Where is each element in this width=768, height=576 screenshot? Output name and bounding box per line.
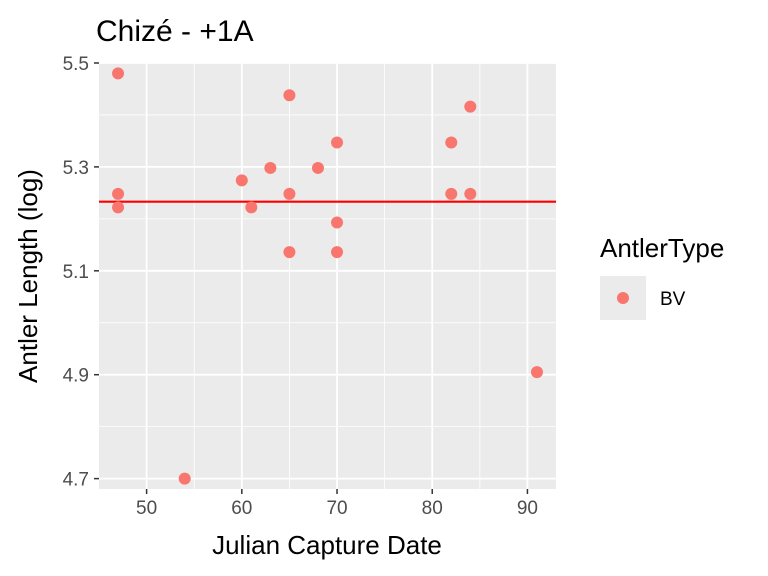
legend-key-bv: [617, 292, 629, 304]
minor-gridlines: [99, 63, 556, 489]
data-point: [235, 174, 248, 187]
y-axis-title: Antler Length (log): [13, 169, 43, 383]
data-point: [245, 201, 258, 214]
data-point: [112, 67, 125, 80]
x-tick-label: 90: [517, 498, 538, 519]
major-gridlines: [99, 62, 556, 489]
data-point: [331, 216, 344, 229]
data-point: [112, 187, 125, 200]
data-point: [464, 100, 477, 113]
data-point: [331, 246, 344, 259]
data-point: [264, 161, 277, 174]
data-point: [530, 366, 543, 379]
data-point: [311, 161, 324, 174]
data-point: [178, 472, 191, 485]
y-tick-label: 4.7: [63, 470, 89, 491]
y-tick-label: 5.5: [63, 54, 89, 75]
data-point: [464, 187, 477, 200]
x-tick-label: 70: [326, 498, 347, 519]
chart-title: Chizé - +1A: [96, 15, 254, 48]
data-point: [283, 187, 296, 200]
data-point: [445, 187, 458, 200]
legend-title: AntlerType: [600, 233, 724, 263]
data-point: [283, 89, 296, 102]
x-axis-title: Julian Capture Date: [212, 530, 442, 560]
y-tick-label: 5.1: [63, 262, 89, 283]
x-tick-label: 60: [231, 498, 252, 519]
legend-label-bv: BV: [660, 289, 686, 310]
y-axis-ticks: 4.7 4.9 5.1 5.3 5.5: [63, 54, 99, 491]
x-tick-label: 80: [422, 498, 443, 519]
data-point: [445, 136, 458, 149]
x-axis-ticks: 50 60 70 80 90: [136, 489, 538, 519]
y-tick-label: 4.9: [63, 366, 89, 387]
plot-panel: [99, 63, 556, 489]
x-tick-label: 50: [136, 498, 157, 519]
legend: AntlerType BV: [600, 233, 724, 320]
y-tick-label: 5.3: [63, 158, 89, 179]
data-point: [112, 201, 125, 214]
data-point: [283, 246, 296, 259]
data-point: [331, 136, 344, 149]
data-points: [112, 67, 543, 485]
